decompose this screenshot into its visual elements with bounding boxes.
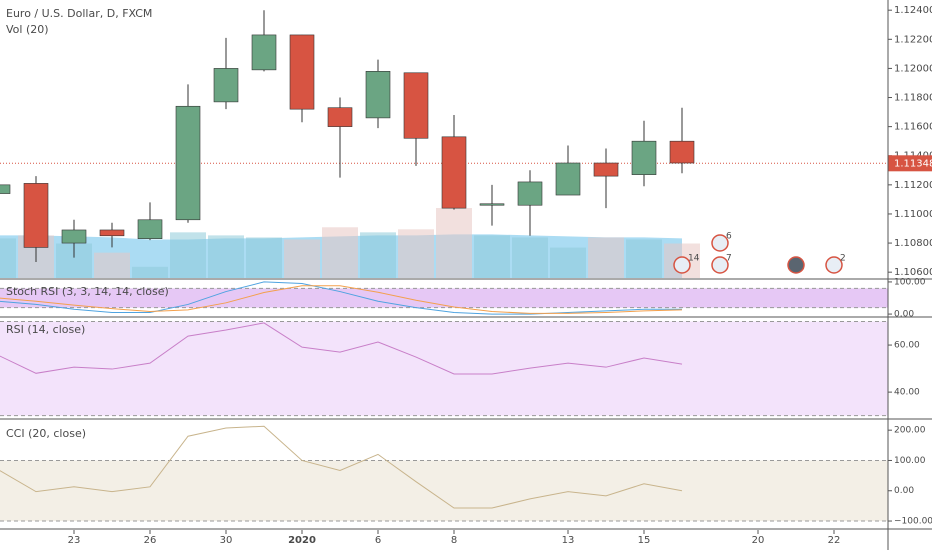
candle-body [213,68,239,103]
candle-body [555,162,581,196]
event-count: 2 [840,254,846,264]
indicator-line [0,322,683,375]
last-price-tag [888,155,932,172]
indicator-line [0,281,682,315]
event-icon[interactable] [673,256,691,274]
volume-bar [474,235,510,278]
y-tick-label: 100.00 [894,277,926,287]
y-tick-label: 1.11600 [894,122,932,133]
x-tick-label: 26 [144,535,157,546]
volume-bar [322,227,358,278]
y-tick-label: 0.00 [894,486,914,496]
y-tick-label: 1.11800 [894,93,932,104]
indicator-line [0,425,683,509]
y-tick-label: 1.12200 [894,34,932,45]
volume-bar [588,237,624,278]
event-count: 6 [726,232,732,242]
candle-body [669,140,695,164]
volume-title: Vol (20) [6,23,49,36]
x-tick-label: 8 [451,535,457,546]
pane-title: Stoch RSI (3, 3, 14, 14, close) [6,285,169,298]
pane-title: RSI (14, close) [6,323,85,336]
candle-body [137,219,163,240]
event-icon[interactable] [711,256,729,274]
candle-body [251,34,277,71]
volume-bar [550,247,586,278]
candle-body [61,229,87,244]
band [0,460,888,522]
last-price-label: 1.11348 [894,158,932,169]
candle-body [593,162,619,177]
candle-body [631,140,657,175]
y-tick-label: 1.11200 [894,180,932,191]
volume-bar [208,235,244,278]
y-tick-label: 200.00 [894,426,926,436]
candle-body [0,184,11,194]
chart-title: Euro / U.S. Dollar, D, FXCM [6,7,152,20]
indicator-line [0,285,683,314]
band [0,321,888,416]
volume-bar [170,232,206,278]
pane-title: CCI (20, close) [6,427,86,440]
x-tick-label: 6 [375,535,381,546]
x-tick-label: 15 [638,535,651,546]
candle-body [327,107,353,127]
x-tick-label: 30 [220,535,233,546]
x-tick-label: 2020 [288,535,316,546]
volume-bar [0,238,16,278]
candle-body [365,71,391,119]
candle-body [23,183,49,248]
y-tick-label: −100.00 [894,517,932,527]
candle-body [403,72,429,139]
y-tick-label: 100.00 [894,456,926,466]
y-tick-label: 40.00 [894,388,920,398]
y-tick-label: 1.12000 [894,63,932,74]
event-count: 14 [688,254,700,264]
volume-bar [284,239,320,278]
y-tick-label: 1.12400 [894,5,932,16]
event-icon[interactable] [711,234,729,252]
volume-bar [360,232,396,278]
volume-bar [626,239,662,278]
volume-bar [512,237,548,278]
candle-body [289,34,315,110]
candle-body [441,136,467,209]
volume-bar [132,266,168,278]
x-tick-label: 13 [562,535,575,546]
volume-bar [94,252,130,278]
x-tick-label: 22 [828,535,841,546]
y-tick-label: 0.00 [894,310,914,320]
y-tick-label: 60.00 [894,341,920,351]
event-icon[interactable] [825,256,843,274]
x-tick-label: 23 [68,535,81,546]
event-icon[interactable] [787,256,805,274]
candle-body [99,229,125,237]
volume-bar [398,229,434,278]
x-tick-label: 20 [752,535,765,546]
candle-body [175,105,201,221]
volume-bar [436,208,472,278]
y-tick-label: 1.11000 [894,209,932,220]
candle-body [479,203,505,206]
event-count: 7 [726,254,732,264]
y-tick-label: 1.10800 [894,238,932,249]
candle-body [517,181,543,206]
volume-bar [246,237,282,278]
y-tick-label: 1.10600 [894,267,932,278]
